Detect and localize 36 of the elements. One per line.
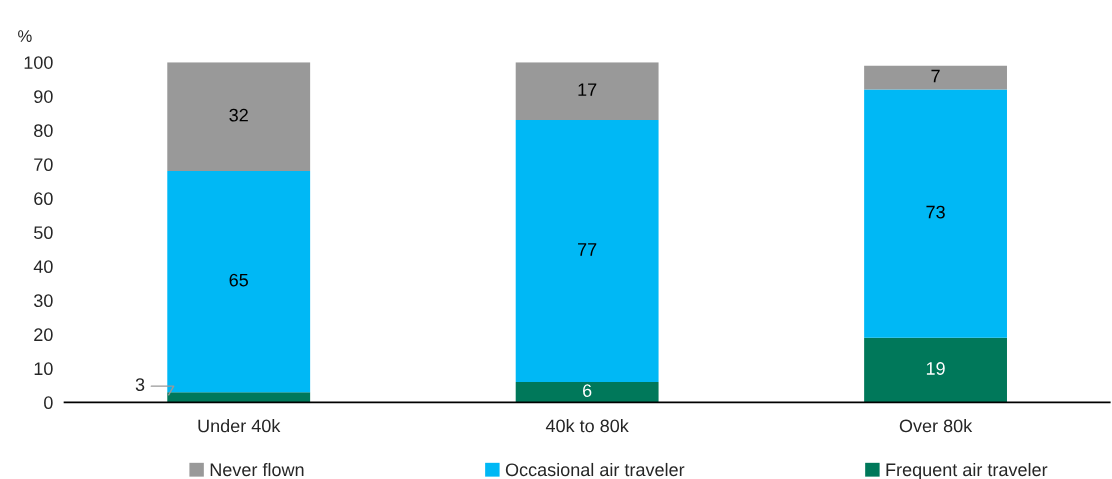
bar: [167, 171, 311, 393]
data-label: 19: [926, 362, 945, 375]
y-tick-label: 30: [33, 294, 53, 308]
data-label: 6: [583, 384, 592, 397]
data-label: 7: [931, 69, 940, 83]
bar: [167, 392, 311, 403]
y-tick-label: 100: [24, 56, 53, 69]
legend-label: Occasional air traveler: [505, 462, 685, 477]
y-tick-label: 50: [34, 226, 53, 240]
legend-label: Frequent air traveler: [886, 462, 1048, 479]
y-tick-label: 90: [34, 90, 53, 103]
bar: [864, 337, 1007, 403]
bar: [864, 89, 1007, 338]
y-tick-label: 40: [33, 260, 53, 274]
bar: [515, 381, 659, 403]
y-tick-label: 0: [44, 396, 53, 410]
y-axis-title: %: [18, 30, 32, 42]
bar: [864, 65, 1007, 90]
bar: [515, 120, 659, 382]
data-label: 32: [229, 108, 248, 122]
legend-label: Never flown: [210, 462, 304, 477]
bar: [515, 62, 659, 121]
data-label: 77: [578, 243, 597, 256]
y-tick-label: 70: [34, 158, 53, 172]
x-tick-label: Over 80k: [899, 419, 973, 433]
y-tick-label: 20: [34, 328, 53, 342]
data-label: 73: [926, 205, 945, 219]
y-tick-label: 60: [34, 192, 53, 206]
bar: [167, 62, 311, 172]
y-tick-label: 80: [34, 124, 53, 138]
x-tick-label: Under 40k: [198, 419, 281, 433]
data-label: 3: [135, 378, 145, 391]
x-tick-label: 40k to 80k: [545, 419, 629, 433]
y-tick-label: 10: [34, 362, 53, 376]
data-label: 17: [578, 83, 597, 96]
data-label: 65: [229, 273, 248, 287]
